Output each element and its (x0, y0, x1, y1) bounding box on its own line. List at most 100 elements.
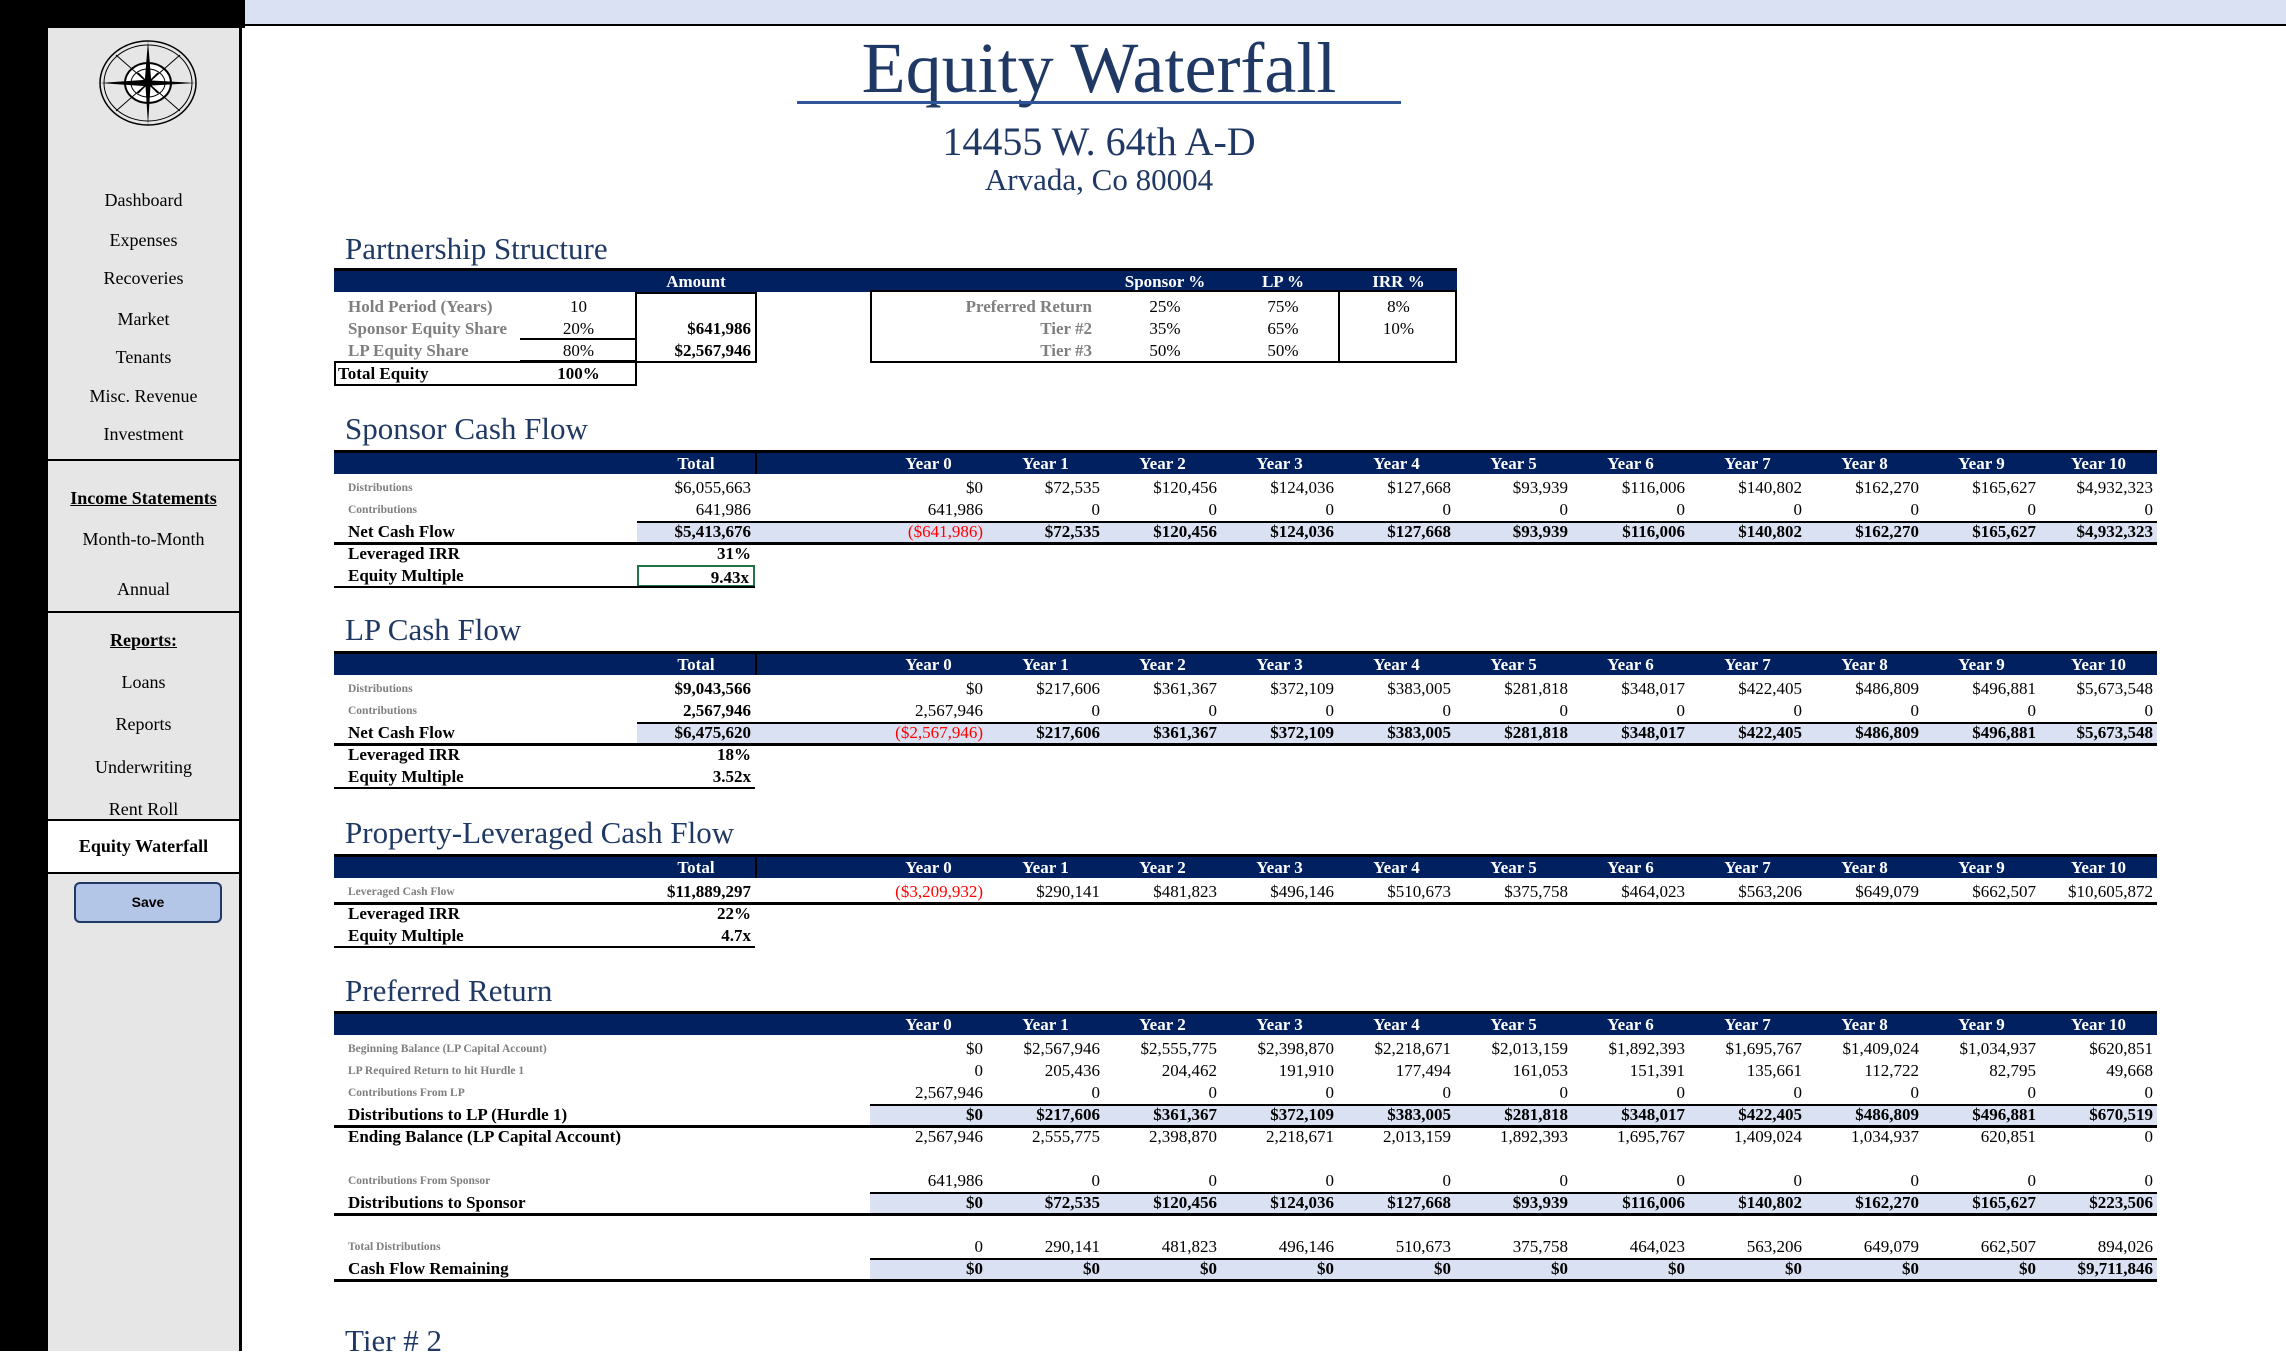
year-value: 0 (1442, 701, 1452, 720)
year-value: 0 (2144, 1171, 2154, 1190)
year-value: 1,409,024 (1734, 1127, 1802, 1146)
row-label: LP Required Return to hit Hurdle 1 (348, 1065, 525, 1077)
year-header: Year 7 (1724, 454, 1771, 473)
year-value: $72,535 (1044, 522, 1100, 541)
row-label: Contributions (348, 504, 418, 516)
year-value: 620,851 (1980, 1127, 2036, 1146)
year-value: 0 (1091, 1171, 1101, 1190)
year-header: Year 9 (1958, 858, 2005, 877)
year-value: $140,802 (1738, 522, 1802, 541)
year-value: $124,036 (1270, 1193, 1334, 1212)
table-row: Equity Multiple 4.7x (334, 925, 2157, 948)
row-label: Equity Multiple (348, 926, 464, 945)
sidebar-item-tenants[interactable]: Tenants (115, 347, 172, 367)
year-value: $361,367 (1153, 1105, 1217, 1124)
sidebar-item-month-to-month[interactable]: Month-to-Month (82, 529, 205, 549)
row-label: Distributions to LP (Hurdle 1) (348, 1105, 568, 1124)
year-header: Year 4 (1373, 655, 1420, 674)
year-value: $120,456 (1153, 478, 1217, 497)
year-header: Year 1 (1022, 858, 1069, 877)
total-equity-box (334, 361, 637, 386)
sidebar-item-market[interactable]: Market (117, 309, 170, 329)
sidebar-item-misc-revenue[interactable]: Misc. Revenue (89, 386, 198, 406)
year-value: $165,627 (1972, 1193, 2036, 1212)
tier-row: Tier #3 50% 50% (334, 340, 1457, 362)
year-value: $0 (1785, 1259, 1802, 1278)
year-value: 1,892,393 (1500, 1127, 1568, 1146)
year-value: $72,535 (1044, 1193, 1100, 1212)
row-value: 10 (570, 297, 587, 316)
year-value: $4,932,323 (2076, 522, 2154, 541)
year-value: 2,398,870 (1149, 1127, 1217, 1146)
total-equity-row: Total Equity 100% (334, 363, 1457, 385)
year-value: ($3,209,932) (895, 882, 983, 901)
year-value: 0 (2144, 1083, 2154, 1102)
year-value: 0 (2027, 1171, 2037, 1190)
table-row: Contributions From LP 2,567,946 0 0 0 0 0 0 0 0 0 0 (334, 1082, 2157, 1104)
year-value: 0 (1793, 500, 1803, 519)
table-row: Distributions $6,055,663 $0 $72,535 $120,456… (334, 477, 2157, 499)
sidebar-item-dashboard[interactable]: Dashboard (104, 190, 183, 210)
year-value: 205,436 (1044, 1061, 1100, 1080)
save-button[interactable]: Save (74, 882, 222, 923)
row-label: Leveraged IRR (348, 544, 460, 563)
row-label: Leveraged IRR (348, 745, 460, 764)
year-value: 0 (1208, 1083, 1218, 1102)
total-value[interactable]: 9.43x (637, 565, 755, 587)
year-value: $0 (2019, 1259, 2036, 1278)
year-header: Year 1 (1022, 1015, 1069, 1034)
partnership-row: LP Equity Share 80% $2,567,946 (334, 340, 1457, 362)
row-label: Contributions From Sponsor (348, 1175, 491, 1187)
header-divider (755, 857, 757, 878)
table-row: Cash Flow Remaining $0 $0 $0 $0 $0 $0 $0 $0 $0 $0 $… (334, 1258, 2157, 1282)
sidebar-item-loans[interactable]: Loans (121, 672, 166, 692)
year-value: $290,141 (1036, 882, 1100, 901)
year-header: Year 5 (1490, 655, 1537, 674)
lp-pct: 50% (1267, 341, 1299, 360)
sidebar-item-rent-roll[interactable]: Rent Roll (108, 799, 179, 819)
year-value: 0 (1559, 701, 1569, 720)
row-label: Hold Period (Years) (348, 297, 493, 316)
year-value: $372,109 (1270, 1105, 1334, 1124)
year-value: $116,006 (1621, 478, 1685, 497)
sidebar-item-equity-waterfall[interactable]: Equity Waterfall (48, 821, 239, 872)
row-label: Contributions (348, 705, 418, 717)
row-bottom-border (334, 902, 2157, 905)
sidebar-item-reports[interactable]: Reports (115, 714, 172, 734)
year-value: $162,270 (1855, 1193, 1919, 1212)
sidebar-item-investment[interactable]: Investment (103, 424, 184, 444)
year-value: $223,506 (2089, 1193, 2153, 1212)
year-value: 0 (974, 1061, 984, 1080)
year-header: Year 3 (1256, 858, 1303, 877)
year-value: 0 (1910, 1083, 1920, 1102)
year-value: 0 (1793, 1083, 1803, 1102)
total-value: $9,043,566 (674, 679, 752, 698)
year-header: Year 0 (905, 454, 952, 473)
year-value: 177,494 (1395, 1061, 1451, 1080)
sidebar-item-annual[interactable]: Annual (117, 579, 170, 599)
year-value: 641,986 (927, 1171, 983, 1190)
row-label: Contributions From LP (348, 1087, 465, 1099)
year-value: $348,017 (1621, 723, 1685, 742)
year-value: 0 (1793, 701, 1803, 720)
year-value: $649,079 (1855, 882, 1919, 901)
year-value: $281,818 (1504, 1105, 1568, 1124)
sidebar-item-expenses[interactable]: Expenses (109, 230, 178, 250)
year-value: 641,986 (927, 500, 983, 519)
year-value: $2,555,775 (1140, 1039, 1218, 1058)
year-value: $422,405 (1738, 679, 1802, 698)
year-value: $496,881 (1972, 1105, 2036, 1124)
sidebar-item-underwriting[interactable]: Underwriting (95, 757, 192, 777)
table-row: Contributions 641,986 641,986 0 0 0 0 0 0 0 0 0 0 (334, 499, 2157, 521)
partnership-structure-title: Partnership Structure (345, 231, 608, 266)
table-row: Distributions to Sponsor $0 $72,535 $120,45… (334, 1192, 2157, 1216)
table-row: Equity Multiple 9.43x (334, 565, 2157, 588)
year-value: 2,218,671 (1266, 1127, 1334, 1146)
year-header: Year 7 (1724, 858, 1771, 877)
sidebar-item-recoveries[interactable]: Recoveries (103, 268, 184, 288)
property-address: 14455 W. 64th A-D (942, 119, 1256, 164)
year-header: Year 9 (1958, 454, 2005, 473)
row-label: Beginning Balance (LP Capital Account) (348, 1043, 547, 1055)
year-value: $124,036 (1270, 478, 1334, 497)
year-value: $375,758 (1504, 882, 1568, 901)
